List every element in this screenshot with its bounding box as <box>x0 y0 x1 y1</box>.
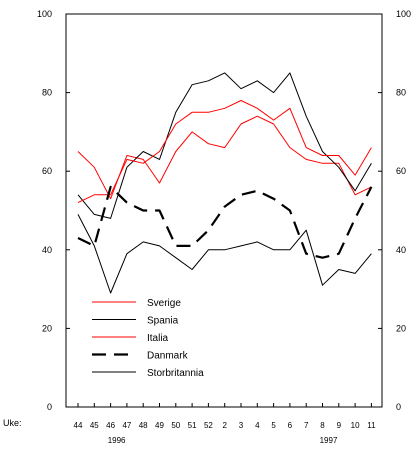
y-tick-label-right: 80 <box>396 88 406 98</box>
x-tick-label: 44 <box>74 421 83 430</box>
legend-label-danmark: Danmark <box>147 351 189 362</box>
x-tick-label: 7 <box>304 421 309 430</box>
series-layer <box>77 72 373 294</box>
x-tick-label: 10 <box>351 421 360 430</box>
y-tick-label-left: 60 <box>42 166 52 176</box>
y-axis-left: 0 20 40 60 80 100 <box>37 9 70 412</box>
legend-label-italia: Italia <box>147 333 169 344</box>
y-tick-label-right: 60 <box>396 166 406 176</box>
legend-label-storbritannia: Storbritannia <box>147 368 204 379</box>
x-tick-label: 45 <box>90 421 99 430</box>
series-line-italia <box>77 100 372 204</box>
year-label: 1997 <box>320 436 338 445</box>
y-tick-label-right: 100 <box>396 9 411 19</box>
y-axis-right: 0 20 40 60 80 100 <box>378 9 411 412</box>
plot-area-frame <box>65 13 383 408</box>
x-tick-label: 52 <box>204 421 213 430</box>
x-tick-label: 46 <box>106 421 115 430</box>
series-line-sverige <box>77 115 372 200</box>
y-tick-label-left: 40 <box>42 245 52 255</box>
x-tick-label: 8 <box>320 421 325 430</box>
legend: Sverige Spania Italia Danmark Storbritannia <box>92 298 204 379</box>
x-tick-label: 4 <box>255 421 260 430</box>
y-tick-label-left: 100 <box>37 9 52 19</box>
x-tick-label: 50 <box>171 421 180 430</box>
legend-label-spania: Spania <box>147 316 179 327</box>
series-line-storbritannia <box>77 214 372 294</box>
x-tick-label: 49 <box>155 421 164 430</box>
x-tick-label: 6 <box>288 421 293 430</box>
series-line-spania <box>77 72 372 219</box>
year-label: 1996 <box>108 436 126 445</box>
series-line-danmark <box>77 185 373 259</box>
y-tick-label-left: 20 <box>42 323 52 333</box>
y-tick-label-left: 0 <box>47 402 52 412</box>
x-tick-label: 2 <box>222 421 227 430</box>
x-tick-label: 47 <box>122 421 131 430</box>
x-tick-label: 3 <box>239 421 244 430</box>
y-tick-label-right: 20 <box>396 323 406 333</box>
x-tick-label: 5 <box>271 421 276 430</box>
x-axis-label: Uke: <box>3 418 22 428</box>
y-tick-label-right: 0 <box>396 402 401 412</box>
legend-label-sverige: Sverige <box>147 298 181 309</box>
y-tick-label-right: 40 <box>396 245 406 255</box>
x-tick-label: 51 <box>188 421 197 430</box>
x-tick-label: 11 <box>367 421 376 430</box>
y-tick-label-left: 80 <box>42 88 52 98</box>
x-tick-label: 9 <box>337 421 342 430</box>
x-tick-label: 48 <box>139 421 148 430</box>
